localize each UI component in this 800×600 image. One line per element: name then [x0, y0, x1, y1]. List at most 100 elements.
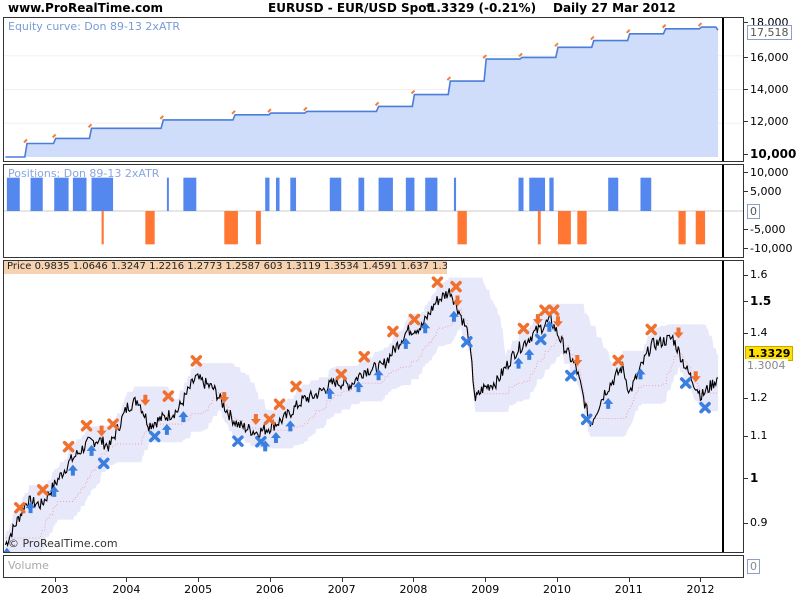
- equity-trade-mark: [661, 24, 667, 29]
- long-entry-arrow: [603, 397, 614, 409]
- period-date: Daily 27 Mar 2012: [553, 1, 676, 15]
- long-entry-arrow: [67, 464, 78, 476]
- long-entry-arrow: [448, 310, 459, 322]
- axis-tick: [269, 578, 271, 582]
- volume-label: Volume: [8, 559, 49, 572]
- scale-tick: [744, 172, 748, 173]
- long-position-bar: [183, 177, 197, 211]
- short-exit-cross: [148, 430, 161, 443]
- x-tick-label: 2006: [255, 583, 284, 596]
- scale-tick: [744, 248, 748, 249]
- long-exit-cross: [62, 440, 75, 453]
- long-position-bar: [405, 177, 415, 211]
- volume-zero: 0: [747, 559, 760, 574]
- long-position-bar: [640, 177, 652, 211]
- long-entry-arrow: [513, 357, 524, 369]
- short-entry-arrow: [572, 355, 583, 367]
- long-entry-arrow: [49, 485, 60, 497]
- short-entry-arrow: [219, 392, 230, 404]
- short-entry-arrow: [532, 314, 543, 326]
- short-position-bar: [577, 211, 587, 245]
- positions-label: Positions: Don 89-13 2xATR: [8, 167, 160, 180]
- long-entry-arrow: [400, 337, 411, 349]
- scale-label: 1.5: [750, 294, 772, 308]
- scale-tick: [744, 436, 748, 437]
- volume-panel[interactable]: Volume: [3, 555, 744, 578]
- long-entry-arrow: [25, 502, 36, 514]
- channel-value-badge: 1.3004: [745, 359, 788, 372]
- long-entry-arrow: [635, 368, 646, 380]
- short-entry-arrow: [690, 371, 701, 383]
- long-entry-arrow: [270, 432, 281, 444]
- long-entry-arrow: [524, 348, 535, 360]
- copyright-label: © ProRealTime.com: [8, 537, 118, 550]
- equity-trade-mark: [554, 42, 559, 48]
- short-entry-arrow: [250, 414, 261, 426]
- axis-tick: [341, 578, 343, 582]
- price-panel[interactable]: © ProRealTime.com: [3, 260, 744, 553]
- price-line: [4, 288, 719, 548]
- scale-label: 1.1: [750, 429, 768, 442]
- equity-trade-mark: [51, 133, 57, 139]
- equity-panel[interactable]: Equity curve: Don 89-13 2xATR: [3, 17, 744, 162]
- scale-label: -10,000: [750, 242, 793, 255]
- long-position-bar: [518, 177, 524, 211]
- x-tick-label: 2003: [40, 583, 69, 596]
- long-exit-cross: [263, 413, 276, 425]
- long-exit-cross: [290, 380, 302, 393]
- site-label[interactable]: www.ProRealTime.com: [8, 1, 163, 15]
- scale-tick: [744, 57, 748, 58]
- long-entry-arrow: [420, 322, 431, 334]
- scale-tick: [744, 275, 748, 276]
- equity-trade-mark: [159, 115, 165, 120]
- positions-chart: [4, 165, 743, 257]
- long-position-bar: [378, 177, 393, 211]
- equity-trade-mark: [267, 108, 272, 113]
- long-position-bar: [91, 177, 114, 211]
- scale-tick: [744, 478, 748, 479]
- long-exit-cross: [162, 390, 175, 402]
- long-exit-cross: [547, 304, 560, 317]
- long-entry-arrow: [324, 387, 335, 399]
- short-exit-cross: [461, 336, 473, 348]
- equity-trade-mark: [697, 22, 703, 27]
- long-entry-arrow: [285, 420, 296, 432]
- short-entry-arrow: [452, 295, 463, 307]
- axis-tick: [126, 578, 128, 582]
- long-entry-arrow: [161, 423, 172, 435]
- equity-trade-mark: [626, 29, 631, 34]
- long-position-bar: [425, 177, 438, 211]
- long-exit-cross: [408, 313, 421, 326]
- positions-panel[interactable]: Positions: Don 89-13 2xATR: [3, 164, 744, 258]
- long-entry-arrow: [544, 320, 555, 332]
- time-axis[interactable]: 2003 2004 2005 2006 2007 2008 2009 2010 2011 2012: [3, 578, 742, 598]
- price-chart: [4, 261, 724, 552]
- equity-trade-mark: [590, 35, 595, 41]
- scale-tick: [744, 191, 748, 192]
- scale-label: 1: [750, 471, 759, 485]
- donchian-band: [5, 277, 718, 552]
- short-position-bar: [695, 211, 706, 245]
- x-tick-label: 2008: [399, 583, 428, 596]
- x-tick-label: 2009: [471, 583, 500, 596]
- long-entry-arrow: [373, 369, 384, 381]
- short-exit-cross: [565, 369, 577, 382]
- scale-label: 12,000: [750, 115, 789, 128]
- short-entry-arrow: [96, 425, 107, 437]
- long-exit-cross: [14, 502, 26, 514]
- scale-label: 1.4: [750, 326, 768, 339]
- positions-scale: 10,000 5,000 0 -5,000 -10,000: [744, 164, 800, 258]
- short-exit-cross: [255, 436, 267, 448]
- short-exit-cross: [580, 413, 593, 426]
- equity-chart: [4, 18, 743, 161]
- chart-header: www.ProRealTime.com EURUSD - EUR/USD Spo…: [0, 0, 800, 16]
- positions-zero: 0: [747, 204, 760, 219]
- axis-tick: [628, 578, 630, 582]
- long-exit-cross: [539, 304, 551, 317]
- long-position-bar: [265, 177, 270, 211]
- long-exit-cross: [431, 276, 444, 288]
- equity-trade-mark: [231, 110, 236, 115]
- long-position-bar: [608, 177, 619, 211]
- equity-trade-mark: [410, 89, 416, 95]
- long-exit-cross: [517, 322, 530, 335]
